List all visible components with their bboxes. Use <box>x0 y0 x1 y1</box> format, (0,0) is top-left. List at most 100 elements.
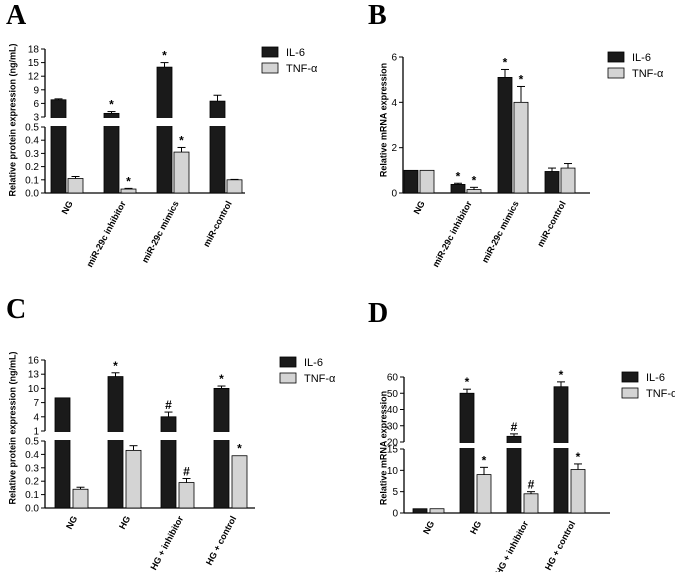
legend-swatch-tnf <box>621 387 639 399</box>
significance-marker: * <box>109 98 114 112</box>
significance-marker: # <box>511 420 518 434</box>
bar-tnf-2 <box>523 493 539 514</box>
bar-tnf-0 <box>429 508 445 514</box>
significance-marker: # <box>183 465 190 479</box>
bar-il6-2 <box>156 66 173 194</box>
significance-marker: * <box>219 372 224 386</box>
legend-label: IL-6 <box>304 357 323 369</box>
y-tick-label: 6 <box>33 99 39 110</box>
y-tick-label: 2 <box>391 143 397 154</box>
bar-il6-3 <box>544 171 560 194</box>
bar-tnf-1 <box>476 474 492 514</box>
y-tick-label: 0.0 <box>25 504 39 515</box>
y-tick-label: 50 <box>387 389 399 400</box>
bar-il6-1 <box>459 392 475 514</box>
significance-marker: * <box>472 173 477 187</box>
legend-swatch-tnf <box>261 62 279 74</box>
bar-tnf-2 <box>173 151 190 194</box>
legend-swatch-tnf <box>607 67 625 79</box>
y-tick-label: 4 <box>391 98 397 109</box>
bar-tnf-3 <box>570 469 586 514</box>
y-tick-label: 4 <box>33 412 39 423</box>
bar-tnf-3 <box>226 179 243 194</box>
y-tick-label: 60 <box>387 373 399 384</box>
category-label: miR-control <box>535 199 568 248</box>
significance-marker: * <box>519 72 524 86</box>
chart-panel-c: C 16 13 10 7 4 10.5 0.4 0.3 0.2 0.1 0.0 Relative pro… <box>6 294 336 572</box>
bar-tnf-0 <box>419 169 435 194</box>
bar-il6-1 <box>107 376 124 509</box>
legend-swatch-il6 <box>261 46 279 58</box>
y-tick-label: 0.0 <box>25 189 39 200</box>
category-label: miR-29c inhibitor <box>84 199 128 269</box>
y-tick-label: 20 <box>387 438 399 449</box>
axis-break <box>39 118 245 126</box>
y-tick-label: 0.2 <box>25 477 39 488</box>
legend-label: TNF-α <box>304 373 336 385</box>
y-tick-label: 5 <box>392 487 398 498</box>
panel-letter: D <box>368 298 388 329</box>
bar-il6-1 <box>450 183 466 194</box>
legend-label: IL-6 <box>286 47 305 59</box>
bar-tnf-1 <box>120 188 137 194</box>
category-label: miR-control <box>201 199 234 248</box>
y-tick-label: 15 <box>28 58 40 69</box>
y-tick-label: 9 <box>33 85 39 96</box>
legend-label: IL-6 <box>646 372 665 384</box>
y-tick-label: 0 <box>392 509 398 520</box>
y-tick-label: 15 <box>387 445 399 456</box>
category-label: miR-29c mimics <box>140 199 181 264</box>
significance-marker: * <box>576 450 581 464</box>
bar-tnf-2 <box>513 101 529 194</box>
y-tick-label: 0.1 <box>25 175 39 186</box>
y-tick-label: 0 <box>391 189 397 200</box>
y-tick-label: 1 <box>33 427 39 438</box>
y-tick-label: 3 <box>33 113 39 124</box>
legend-label: TNF-α <box>632 68 664 80</box>
bar-tnf-1 <box>125 449 142 509</box>
y-tick-label: 0.5 <box>25 437 39 448</box>
bar-il6-0 <box>50 99 67 194</box>
category-label: NG <box>64 514 79 531</box>
category-label: NG <box>421 519 436 536</box>
legend-swatch-il6 <box>279 356 297 368</box>
bar-il6-0 <box>403 169 419 194</box>
bar-il6-0 <box>54 397 71 509</box>
y-tick-label: 0.3 <box>25 149 39 160</box>
category-label: HG + control <box>204 514 238 567</box>
y-tick-label: 6 <box>391 53 397 64</box>
legend-swatch-tnf <box>279 372 297 384</box>
panel-letter: A <box>6 0 27 31</box>
significance-marker: # <box>165 398 172 412</box>
legend-label: TNF-α <box>286 63 318 75</box>
category-label: HG + inhibitor <box>148 514 185 572</box>
category-label: HG <box>468 519 483 536</box>
significance-marker: * <box>503 55 508 69</box>
bar-il6-3 <box>553 386 569 514</box>
significance-marker: * <box>482 453 487 467</box>
category-label: NG <box>412 199 427 216</box>
significance-marker: * <box>162 49 167 63</box>
bar-tnf-2 <box>178 482 195 509</box>
category-label: HG + inhibitor <box>493 519 530 572</box>
y-tick-label: 7 <box>33 398 39 409</box>
significance-marker: * <box>456 169 461 183</box>
bar-tnf-1 <box>466 189 482 194</box>
bar-tnf-0 <box>72 488 89 509</box>
y-axis-label: Relative mRNA expression <box>378 391 388 505</box>
category-label: miR-29c inhibitor <box>430 199 474 269</box>
y-tick-label: 13 <box>28 370 40 381</box>
y-tick-label: 0.4 <box>25 136 39 147</box>
significance-marker: * <box>465 375 470 389</box>
significance-marker: * <box>126 174 131 188</box>
legend-swatch-il6 <box>607 51 625 63</box>
y-tick-label: 18 <box>28 45 40 56</box>
y-tick-label: 30 <box>387 421 399 432</box>
significance-marker: * <box>113 359 118 373</box>
bar-il6-0 <box>412 508 428 514</box>
y-tick-label: 16 <box>28 356 40 367</box>
y-tick-label: 0.2 <box>25 162 39 173</box>
bar-il6-2 <box>160 416 177 509</box>
